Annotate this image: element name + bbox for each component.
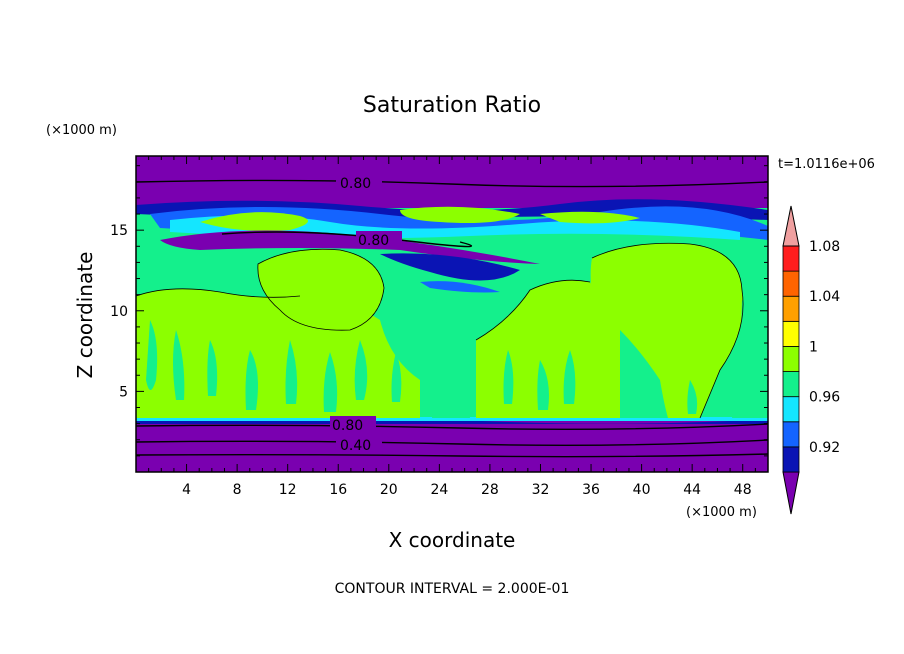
moist-cloud-west <box>257 249 384 331</box>
x-tick-label: 16 <box>329 482 347 498</box>
colorbar-label: 1 <box>809 339 818 355</box>
upper-moist-patch-3 <box>540 211 640 224</box>
y-axis-ticks: 5 10 15 <box>110 165 768 457</box>
x-tick-label: 36 <box>582 482 600 498</box>
colorbar-max-extension <box>782 205 800 247</box>
colorbar-segment <box>782 320 800 347</box>
colorbar-segment <box>782 396 800 423</box>
y-axis-unit: (×1000 m) <box>46 123 117 138</box>
colorbar-label: 0.92 <box>809 440 840 456</box>
x-tick-label: 44 <box>683 482 701 498</box>
x-tick-label: 24 <box>430 482 448 498</box>
colorbar-segment <box>782 346 800 372</box>
x-tick-label: 40 <box>633 482 651 498</box>
y-axis-label: Z coordinate <box>73 252 97 379</box>
time-label: t=1.0116e+06 <box>778 157 875 172</box>
moist-streaks <box>146 300 768 418</box>
contour-label-4: 0.40 <box>340 438 371 454</box>
x-tick-label: 48 <box>734 482 752 498</box>
upper-moist-patch-2 <box>400 206 520 223</box>
y-tick-label: 5 <box>119 384 128 400</box>
y-tick-label: 10 <box>110 304 128 320</box>
lower-transition-layer <box>136 417 768 421</box>
upper-dry-tongue-2 <box>380 253 520 281</box>
colorbar-segment <box>782 295 800 322</box>
colorbar-segment <box>782 446 800 473</box>
x-tick-label: 8 <box>233 482 242 498</box>
contour-plot-area: 0.80 0.80 0.80 0.40 <box>136 156 768 472</box>
contour-lines-thin <box>136 242 744 419</box>
colorbar-segment <box>782 245 800 272</box>
contour-label-3: 0.80 <box>332 418 363 434</box>
y-tick-label: 15 <box>110 223 128 239</box>
upper-dry-layer <box>136 156 768 208</box>
contour-label-group: 0.80 0.80 0.80 0.40 <box>330 174 402 454</box>
x-axis-ticks: 4 8 12 16 20 24 28 32 36 40 44 48 <box>148 156 756 498</box>
upper-moist-patch-1 <box>200 212 308 231</box>
colorbar-segment <box>782 421 800 448</box>
chart-title: Saturation Ratio <box>363 93 541 118</box>
colorbar-segment <box>782 270 800 297</box>
colorbar-label: 1.04 <box>809 289 840 305</box>
colorbar-label: 1.08 <box>809 239 840 255</box>
x-tick-label: 4 <box>182 482 191 498</box>
x-tick-label: 28 <box>481 482 499 498</box>
x-axis-label: X coordinate <box>389 528 516 552</box>
colorbar-label: 0.96 <box>809 390 840 406</box>
contour-label-1: 0.80 <box>340 176 371 192</box>
x-tick-label: 20 <box>380 482 398 498</box>
colorbar: 0.92 0.96 1 1.04 1.08 <box>782 205 840 515</box>
colorbar-min-extension <box>782 471 800 515</box>
x-axis-unit: (×1000 m) <box>686 505 757 520</box>
contour-label-2: 0.80 <box>358 233 389 249</box>
x-tick-label: 12 <box>279 482 297 498</box>
upper-dry-tongue-3 <box>420 281 500 293</box>
colorbar-segment <box>782 371 800 398</box>
contour-interval-note: CONTOUR INTERVAL = 2.000E-01 <box>335 581 570 597</box>
x-tick-label: 32 <box>532 482 550 498</box>
